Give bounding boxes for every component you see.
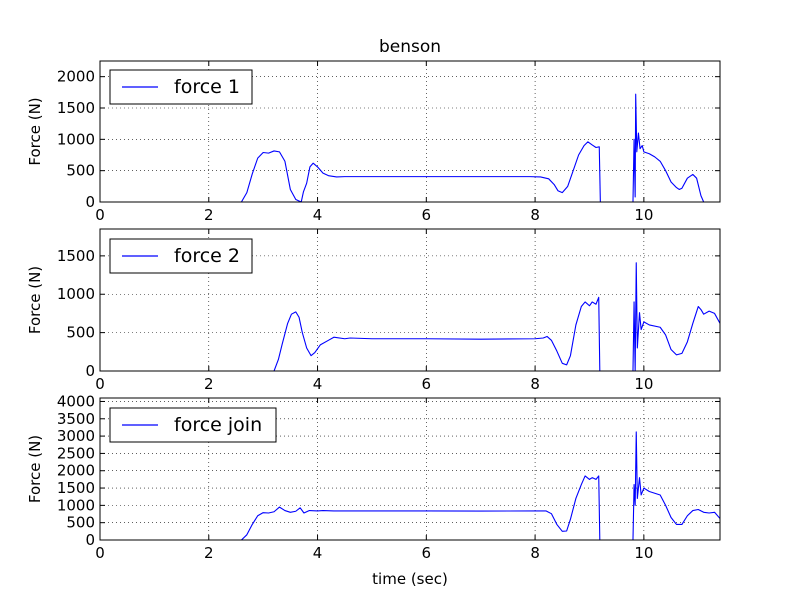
y-tick-label: 0 bbox=[85, 193, 95, 211]
x-tick-label: 0 bbox=[95, 375, 105, 393]
y-tick-label: 0 bbox=[85, 531, 95, 549]
y-tick-label: 3500 bbox=[57, 410, 95, 428]
y-axis-label: Force (N) bbox=[26, 266, 44, 334]
series-line-1 bbox=[100, 93, 720, 202]
y-tick-label: 1500 bbox=[57, 99, 95, 117]
x-tick-label: 10 bbox=[634, 544, 653, 562]
x-tick-label: 4 bbox=[313, 206, 323, 224]
y-tick-label: 500 bbox=[66, 162, 95, 180]
legend-label: force 2 bbox=[174, 245, 240, 267]
y-tick-label: 2000 bbox=[57, 68, 95, 86]
y-tick-label: 0 bbox=[85, 362, 95, 380]
axes-frame bbox=[99, 60, 721, 203]
y-axis-label: Force (N) bbox=[26, 97, 44, 165]
x-tick-label: 4 bbox=[313, 375, 323, 393]
x-tick-label: 0 bbox=[95, 206, 105, 224]
x-tick-label: 6 bbox=[422, 544, 432, 562]
x-tick-label: 6 bbox=[422, 206, 432, 224]
figure-title: benson bbox=[379, 37, 441, 57]
axes-frame bbox=[99, 228, 721, 372]
subplot-2: 0 2 4 6 8 10 0 500 1000 1500 Force (N) force 2 bbox=[26, 228, 721, 393]
x-tick-label: 6 bbox=[422, 375, 432, 393]
y-tick-label: 500 bbox=[66, 514, 95, 532]
y-tick-label: 1000 bbox=[57, 496, 95, 514]
x-tick-label: 10 bbox=[634, 206, 653, 224]
x-axis-label: time (sec) bbox=[372, 570, 448, 588]
y-tick-label: 1500 bbox=[57, 479, 95, 497]
x-tick-label: 8 bbox=[530, 206, 540, 224]
axes-frame bbox=[99, 397, 721, 541]
y-tick-label: 2000 bbox=[57, 462, 95, 480]
x-tick-label: 2 bbox=[204, 375, 214, 393]
x-tick-label: 2 bbox=[204, 544, 214, 562]
subplot-1: 0 2 4 6 8 10 0 500 1000 1500 2000 Force (N) force 1 bbox=[26, 60, 721, 224]
x-tick-label: 8 bbox=[530, 375, 540, 393]
legend-label: force 1 bbox=[174, 76, 240, 98]
y-tick-label: 2500 bbox=[57, 444, 95, 462]
y-tick-label: 3000 bbox=[57, 427, 95, 445]
y-axis-label: Force (N) bbox=[26, 435, 44, 503]
x-tick-label: 0 bbox=[95, 544, 105, 562]
y-tick-label: 500 bbox=[66, 324, 95, 342]
x-tick-label: 10 bbox=[634, 375, 653, 393]
x-tick-label: 2 bbox=[204, 206, 214, 224]
legend-label: force join bbox=[174, 414, 262, 436]
y-tick-label: 4000 bbox=[57, 392, 95, 410]
series-line-2 bbox=[100, 262, 720, 371]
x-tick-label: 4 bbox=[313, 544, 323, 562]
y-tick-label: 1000 bbox=[57, 130, 95, 148]
series-line-3 bbox=[100, 431, 720, 540]
y-tick-label: 1000 bbox=[57, 285, 95, 303]
y-tick-label: 1500 bbox=[57, 247, 95, 265]
x-tick-label: 8 bbox=[530, 544, 540, 562]
